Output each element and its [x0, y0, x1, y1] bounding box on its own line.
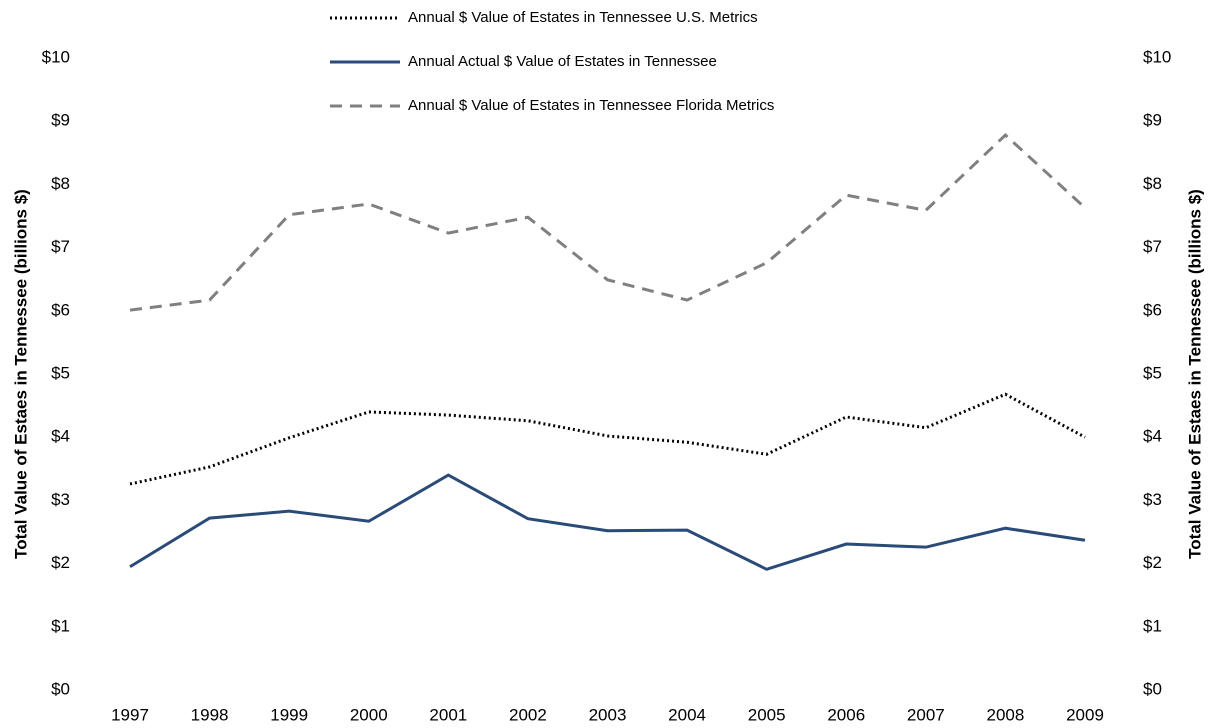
y2-tick-label: $5	[1143, 363, 1162, 382]
legend-label: Annual $ Value of Estates in Tennessee F…	[408, 97, 774, 114]
x-tick-label: 2001	[429, 705, 467, 724]
x-tick-label: 2000	[350, 705, 388, 724]
x-tick-label: 1997	[111, 705, 149, 724]
legend-label: Annual $ Value of Estates in Tennessee U…	[408, 9, 758, 26]
y-tick-label: $5	[51, 363, 70, 382]
y-tick-label: $8	[51, 174, 70, 193]
y2-tick-label: $6	[1143, 300, 1162, 319]
y2-axis-title: Total Value of Estaes in Tennessee (bill…	[1185, 189, 1204, 559]
y-tick-label: $0	[51, 679, 70, 698]
y-tick-label: $4	[51, 427, 70, 446]
series-line	[129, 392, 1086, 486]
x-tick-label: 2008	[987, 705, 1025, 724]
x-tick-label: 2007	[907, 705, 945, 724]
y2-tick-label: $7	[1143, 237, 1162, 256]
x-tick-label: 2003	[589, 705, 627, 724]
y2-tick-label: $8	[1143, 174, 1162, 193]
y-tick-label: $6	[51, 300, 70, 319]
x-tick-label: 2006	[827, 705, 865, 724]
x-tick-label: 2004	[668, 705, 706, 724]
y-tick-label: $7	[51, 237, 70, 256]
y-tick-label: $3	[51, 490, 70, 509]
y2-tick-label: $9	[1143, 111, 1162, 130]
x-tick-label: 2009	[1066, 705, 1104, 724]
y2-tick-label: $4	[1143, 427, 1162, 446]
y2-tick-label: $10	[1143, 47, 1171, 66]
series-line	[129, 473, 1086, 571]
y2-tick-label: $2	[1143, 553, 1162, 572]
y-tick-label: $1	[51, 616, 70, 635]
y-tick-label: $10	[42, 47, 70, 66]
y2-tick-label: $1	[1143, 616, 1162, 635]
y-axis-title: Total Value of Estaes in Tennessee (bill…	[11, 189, 30, 559]
y2-tick-label: $3	[1143, 490, 1162, 509]
legend-label: Annual Actual $ Value of Estates in Tenn…	[408, 53, 717, 70]
series-line	[129, 133, 1087, 312]
y-tick-label: $2	[51, 553, 70, 572]
x-tick-label: 1998	[191, 705, 229, 724]
y-tick-label: $9	[51, 111, 70, 130]
x-tick-label: 2002	[509, 705, 547, 724]
x-tick-label: 1999	[270, 705, 308, 724]
y2-tick-label: $0	[1143, 679, 1162, 698]
x-tick-label: 2005	[748, 705, 786, 724]
